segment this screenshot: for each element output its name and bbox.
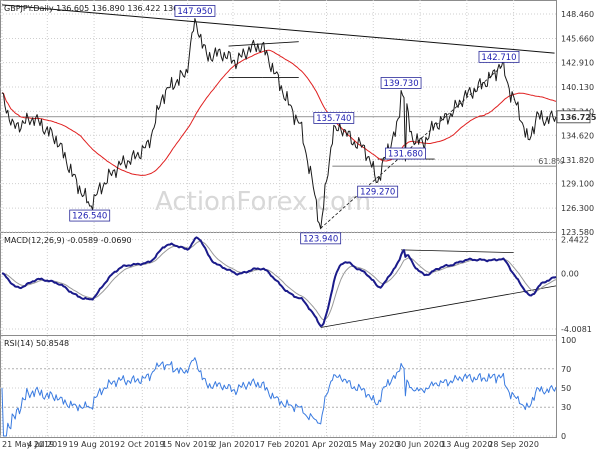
rsi-y-tick-label: 30: [561, 403, 571, 412]
price-line: [1, 18, 557, 230]
annotation-label: 126.540: [72, 212, 107, 222]
annotation-box: [300, 232, 342, 245]
grid: [0, 0, 556, 437]
x-tick-label: 15 Nov 2019: [162, 440, 213, 449]
x-tick-label: 2 Oct 2019: [120, 440, 164, 449]
descending-trendline: [1, 4, 555, 54]
current-price-tag: [556, 110, 591, 124]
macd-y-tick-label: 2.4422: [561, 236, 589, 245]
channel-line: [320, 65, 503, 229]
x-tick-label: 15 May 2020: [347, 440, 399, 449]
annotation-label: 142.710: [481, 53, 516, 63]
price-y-tick-label: 126.300: [561, 204, 594, 213]
annotation-box: [478, 50, 520, 63]
macd-trendline-lower: [320, 285, 557, 328]
x-tick-label: 21 May 2019: [2, 440, 54, 449]
fib-618-label: 61.8%: [538, 157, 564, 166]
annotation-label: 135.740: [316, 114, 351, 124]
rsi-header: RSI(14) 50.8548: [4, 339, 69, 348]
x-tick-label: 2 Jan 2020: [212, 440, 255, 449]
price-y-tick-label: 142.910: [561, 59, 594, 68]
macd-header: MACD(12,26,9) -0.0589 -0.0690: [4, 236, 132, 245]
price-header: GBPJPY.Daily 136.605 136.890 136.422 136…: [4, 4, 196, 13]
annotation-box: [174, 5, 216, 17]
annotations: 147.950 126.540 135.740 139.730 131.680 129.2…: [69, 5, 520, 245]
annotation-box: [380, 77, 422, 89]
rsi-y-tick-label: 100: [561, 336, 576, 345]
price-y-tick-label: 123.580: [561, 228, 594, 237]
annotation-label: 147.950: [177, 7, 212, 17]
rsi-line: [1, 357, 557, 437]
macd-y-tick-label: -4.0081: [561, 325, 592, 334]
axes: 148.460145.660142.910140.130137.340134.6…: [2, 10, 597, 449]
rsi-y-tick-label: 70: [561, 365, 571, 374]
x-tick-label: 19 Aug 2019: [68, 440, 119, 449]
x-tick-label: 17 Feb 2020: [255, 440, 305, 449]
moving-average-line: [1, 49, 557, 176]
macd-trendline-upper: [401, 249, 514, 254]
current-price-label: 136.725: [560, 113, 597, 122]
macd-plot: [1, 236, 557, 328]
x-tick-label: 28 Sep 2020: [488, 440, 539, 449]
macd-line: [1, 236, 557, 328]
price-y-tick-label: 134.620: [561, 131, 594, 140]
price-y-tick-label: 131.820: [561, 156, 594, 165]
x-tick-label: 1 Apr 2020: [304, 440, 348, 449]
watermark: ActionForex.com: [155, 187, 371, 217]
x-tick-label: 30 Jun 2020: [396, 440, 444, 449]
x-tick-label: 13 Aug 2020: [441, 440, 492, 449]
annotation-box: [69, 209, 111, 222]
macd-y-tick-label: 0.00: [561, 269, 579, 278]
annotation-box: [357, 185, 399, 198]
price-y-tick-label: 129.100: [561, 180, 594, 189]
price-panel: [0, 0, 557, 233]
annotation-box: [313, 112, 355, 124]
rsi-y-tick-label: 0: [561, 432, 566, 441]
annotation-label: 139.730: [383, 79, 418, 89]
rsi-y-tick-label: 50: [561, 384, 571, 393]
x-tick-label: 4 Jul 2019: [27, 440, 67, 449]
price-y-tick-label: 148.460: [561, 10, 594, 19]
annotation-label: 123.940: [303, 234, 338, 244]
rsi-plot: [1, 357, 557, 437]
price-y-tick-label: 145.660: [561, 35, 594, 44]
annotation-label: 129.270: [360, 188, 395, 198]
rsi-panel: [0, 335, 557, 438]
annotation-label: 131.680: [388, 150, 423, 160]
annotation-box: [385, 147, 426, 160]
price-y-tick-label: 140.130: [561, 83, 594, 92]
